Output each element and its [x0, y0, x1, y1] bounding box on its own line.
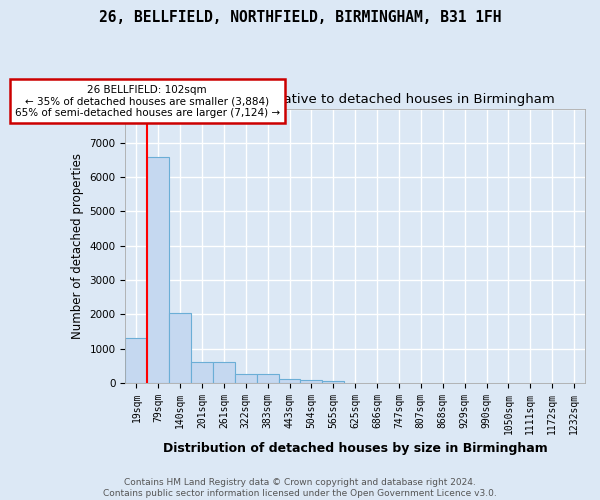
- Bar: [148, 156, 169, 383]
- Bar: [301, 380, 322, 383]
- X-axis label: Distribution of detached houses by size in Birmingham: Distribution of detached houses by size …: [163, 442, 548, 455]
- Bar: [169, 312, 191, 383]
- Text: Contains HM Land Registry data © Crown copyright and database right 2024.
Contai: Contains HM Land Registry data © Crown c…: [103, 478, 497, 498]
- Text: 26 BELLFIELD: 102sqm
← 35% of detached houses are smaller (3,884)
65% of semi-de: 26 BELLFIELD: 102sqm ← 35% of detached h…: [15, 84, 280, 118]
- Bar: [278, 380, 301, 383]
- Title: Size of property relative to detached houses in Birmingham: Size of property relative to detached ho…: [156, 93, 554, 106]
- Bar: [322, 381, 344, 383]
- Y-axis label: Number of detached properties: Number of detached properties: [71, 153, 84, 339]
- Bar: [257, 374, 278, 383]
- Bar: [191, 362, 213, 383]
- Bar: [125, 338, 148, 383]
- Bar: [213, 362, 235, 383]
- Text: 26, BELLFIELD, NORTHFIELD, BIRMINGHAM, B31 1FH: 26, BELLFIELD, NORTHFIELD, BIRMINGHAM, B…: [99, 10, 501, 25]
- Bar: [235, 374, 257, 383]
